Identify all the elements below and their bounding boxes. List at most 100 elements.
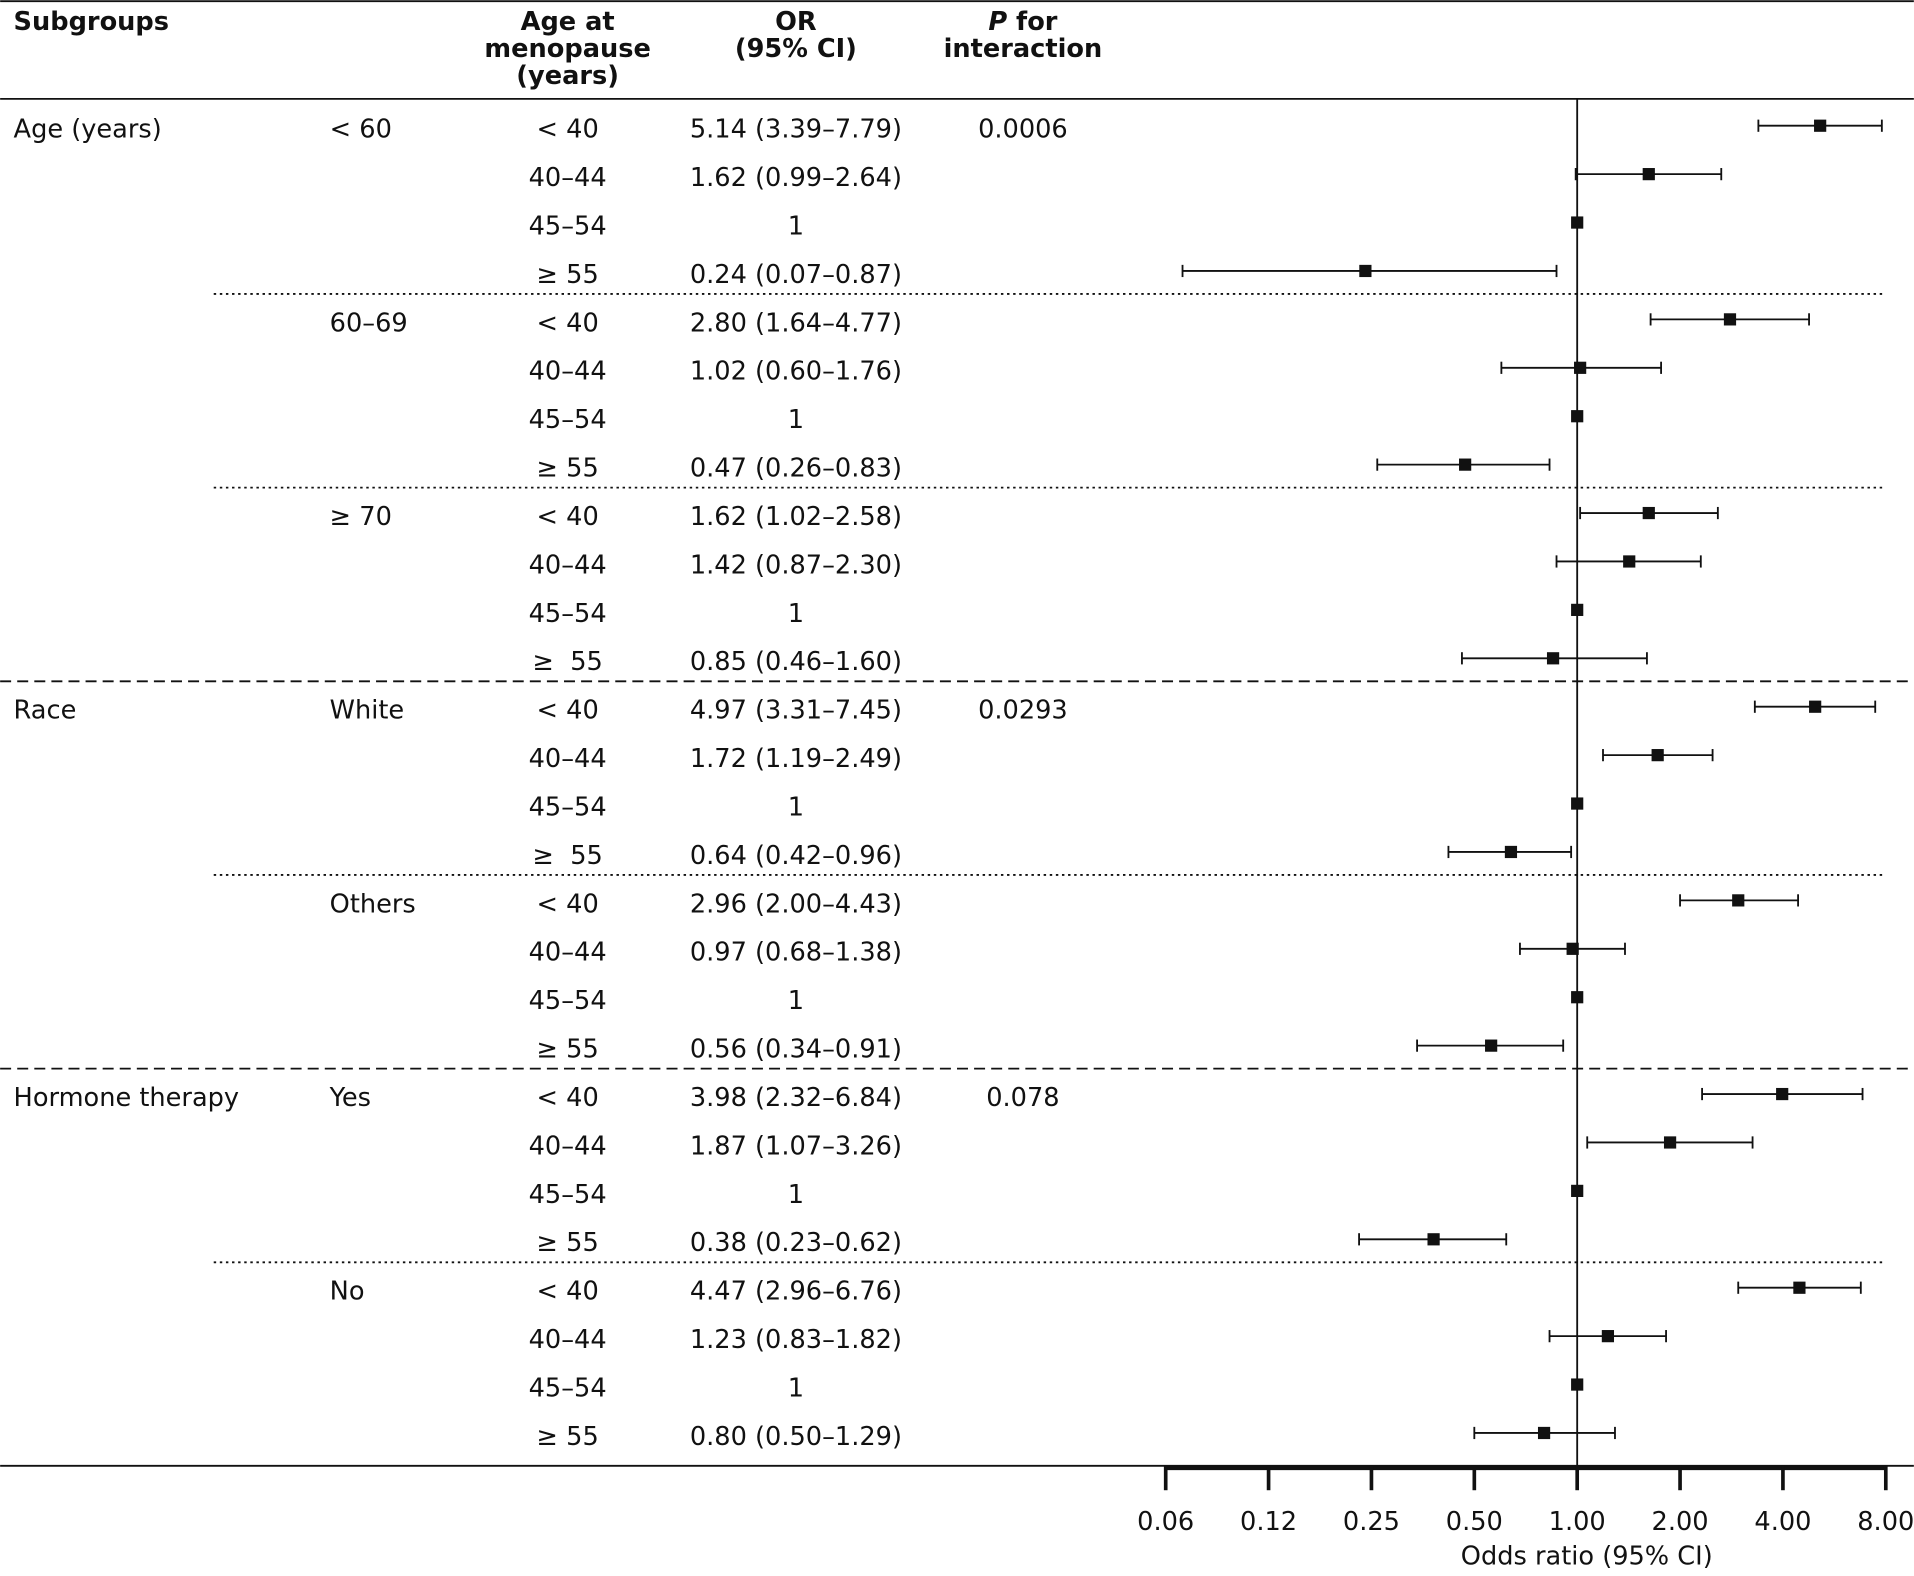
age-label: 40–44: [529, 163, 607, 193]
or-point: [1571, 603, 1584, 616]
or-point: [1571, 216, 1584, 229]
age-label: 40–44: [529, 1131, 607, 1161]
x-tick-label: 1.00: [1549, 1507, 1606, 1537]
or-label: 0.47 (0.26–0.83): [690, 454, 902, 484]
x-tick-label: 4.00: [1754, 1507, 1811, 1537]
or-point: [1642, 168, 1655, 181]
or-label: 1.42 (0.87–2.30): [690, 550, 902, 580]
header-or: (95% CI): [735, 34, 857, 64]
or-point: [1537, 1426, 1551, 1440]
header-p: P for: [988, 7, 1057, 37]
or-point: [1459, 458, 1472, 471]
or-label: 0.24 (0.07–0.87): [690, 260, 902, 290]
or-label: 0.38 (0.23–0.62): [690, 1228, 902, 1258]
or-label: 1: [788, 1180, 804, 1210]
age-label: ≥ 55: [532, 841, 602, 871]
p-interaction: 0.078: [986, 1083, 1059, 1113]
or-point: [1732, 894, 1745, 907]
age-label: 40–44: [529, 550, 607, 580]
or-point: [1571, 410, 1584, 423]
age-label: < 40: [537, 1277, 599, 1307]
or-point: [1651, 749, 1664, 762]
age-label: ≥ 55: [537, 1228, 599, 1258]
subgroup-label: < 60: [330, 115, 392, 145]
or-label: 1.72 (1.19–2.49): [690, 744, 902, 774]
or-point: [1574, 361, 1587, 374]
or-label: 1: [788, 792, 804, 822]
subgroup-label: Yes: [329, 1083, 371, 1113]
subgroup-label: White: [330, 696, 405, 726]
subgroup-label: ≥ 70: [330, 502, 392, 532]
header-subgroups: Subgroups: [14, 7, 169, 37]
or-label: 1.02 (0.60–1.76): [690, 357, 902, 387]
or-label: 0.97 (0.68–1.38): [690, 938, 902, 968]
age-label: 40–44: [529, 357, 607, 387]
x-tick-label: 8.00: [1857, 1507, 1914, 1537]
header-or: OR: [775, 7, 817, 37]
or-point: [1663, 1136, 1677, 1149]
age-label: ≥ 55: [537, 260, 599, 290]
subgroup-label: No: [330, 1277, 365, 1307]
age-label: < 40: [537, 115, 599, 145]
or-label: 2.80 (1.64–4.77): [690, 308, 902, 338]
or-point: [1723, 313, 1737, 326]
group-label: Hormone therapy: [14, 1083, 240, 1113]
or-label: 3.98 (2.32–6.84): [690, 1083, 902, 1113]
x-tick-label: 0.12: [1240, 1507, 1297, 1537]
or-point: [1623, 555, 1636, 568]
age-label: 45–54: [529, 1373, 607, 1403]
header-age: Age at: [521, 7, 615, 37]
or-point: [1776, 1087, 1789, 1101]
x-tick-label: 2.00: [1652, 1507, 1709, 1537]
p-interaction: 0.0293: [978, 696, 1068, 726]
or-point: [1642, 506, 1655, 520]
header-age: menopause: [484, 34, 650, 64]
x-axis-label: Odds ratio (95% CI): [1461, 1541, 1713, 1571]
age-label: < 40: [537, 696, 599, 726]
x-tick-label: 0.06: [1137, 1507, 1194, 1537]
age-label: ≥ 55: [537, 1035, 599, 1065]
or-label: 1: [788, 211, 804, 241]
age-label: 45–54: [529, 599, 607, 629]
or-label: 2.96 (2.00–4.43): [690, 889, 902, 919]
or-label: 1.23 (0.83–1.82): [690, 1325, 902, 1355]
age-label: 40–44: [529, 938, 607, 968]
or-label: 1: [788, 1373, 804, 1403]
age-label: < 40: [537, 502, 599, 532]
or-point: [1601, 1330, 1615, 1343]
age-label: 45–54: [529, 792, 607, 822]
x-tick-label: 0.25: [1343, 1507, 1400, 1537]
header-p: interaction: [944, 34, 1103, 64]
or-label: 0.64 (0.42–0.96): [690, 841, 902, 871]
or-point: [1504, 845, 1518, 859]
x-tick-label: 0.50: [1446, 1507, 1503, 1537]
or-label: 4.97 (3.31–7.45): [690, 696, 902, 726]
or-point: [1571, 1184, 1584, 1197]
age-label: 40–44: [529, 1325, 607, 1355]
or-label: 4.47 (2.96–6.76): [690, 1277, 902, 1307]
header-age: (years): [516, 61, 619, 91]
age-label: 45–54: [529, 405, 607, 435]
or-point: [1571, 991, 1584, 1004]
subgroup-label: 60–69: [330, 308, 408, 338]
subgroup-label: Others: [330, 889, 416, 919]
or-point: [1571, 1378, 1584, 1391]
age-label: ≥ 55: [537, 1422, 599, 1452]
or-point: [1485, 1039, 1498, 1052]
or-point: [1566, 942, 1579, 955]
or-label: 0.85 (0.46–1.60): [690, 647, 902, 677]
group-label: Race: [14, 696, 77, 726]
or-label: 1.62 (1.02–2.58): [690, 502, 902, 532]
or-point: [1359, 264, 1372, 278]
or-label: 0.56 (0.34–0.91): [690, 1035, 902, 1065]
age-label: < 40: [537, 1083, 599, 1113]
or-point: [1427, 1233, 1440, 1246]
age-label: < 40: [537, 308, 599, 338]
or-label: 1: [788, 405, 804, 435]
age-label: 45–54: [529, 986, 607, 1016]
age-label: 45–54: [529, 1180, 607, 1210]
p-interaction: 0.0006: [978, 115, 1068, 145]
or-label: 0.80 (0.50–1.29): [690, 1422, 902, 1452]
